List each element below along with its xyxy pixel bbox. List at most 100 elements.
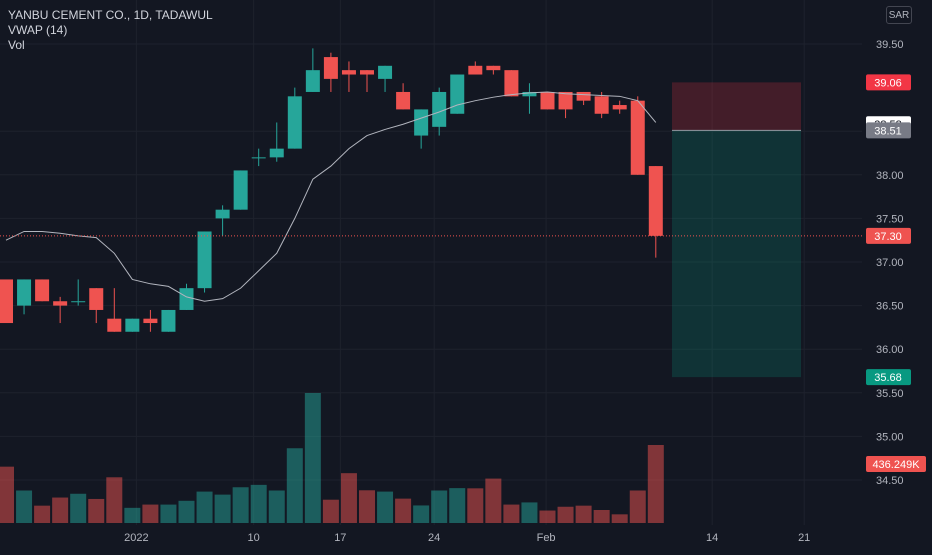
- candle-body: [432, 91, 447, 127]
- y-tick-label: 36.50: [876, 301, 904, 313]
- volume-bar: [196, 491, 213, 523]
- candle-body: [125, 318, 140, 332]
- volume-bar: [52, 497, 69, 523]
- y-tick-label: 39.50: [876, 39, 904, 51]
- volume-bar: [106, 477, 123, 523]
- volume-bar: [629, 490, 646, 523]
- x-tick-label: 21: [798, 532, 810, 544]
- candle-body: [233, 170, 248, 210]
- volume-bar: [322, 499, 339, 523]
- position-tool[interactable]: [672, 82, 801, 378]
- volume-bar: [124, 507, 141, 523]
- volume-bar: [250, 484, 267, 523]
- candle-body: [179, 288, 194, 310]
- volume-bar: [178, 500, 195, 523]
- candle-body: [341, 70, 356, 75]
- symbol-title[interactable]: YANBU CEMENT CO., 1D, TADAWUL: [8, 8, 213, 22]
- y-tick-label: 34.50: [876, 475, 904, 487]
- volume-bar: [539, 510, 556, 523]
- candle-body: [504, 70, 519, 97]
- last-price-label: 37.30: [874, 231, 902, 243]
- volume-bar: [359, 490, 375, 523]
- candle-body: [0, 279, 13, 324]
- volume-bar: [485, 478, 502, 523]
- x-tick-label: 2022: [124, 532, 148, 544]
- candle-body: [251, 157, 266, 159]
- last-price-label-bg: [866, 227, 911, 244]
- candle-body: [522, 91, 537, 97]
- candle-body: [35, 279, 50, 302]
- target-zone: [672, 130, 801, 378]
- vwap-path: [5, 91, 657, 302]
- volume-bar: [575, 505, 592, 523]
- volume-bar: [467, 488, 484, 523]
- vwap-line: [5, 91, 657, 302]
- volume-bar: [557, 506, 574, 523]
- y-tick-label: 35.00: [876, 431, 904, 443]
- volume-bars: [0, 393, 664, 523]
- stop-price-label: 39.06: [874, 77, 902, 89]
- volume-bar: [431, 490, 448, 523]
- x-tick-label: 10: [248, 532, 260, 544]
- volume-bar: [304, 393, 321, 523]
- candle-body: [17, 279, 32, 306]
- candle-body: [396, 91, 411, 110]
- x-tick-label: 14: [706, 532, 718, 544]
- candle-body: [486, 65, 501, 71]
- target-price-label: 35.68: [874, 372, 902, 384]
- candle-body: [594, 96, 609, 114]
- candle-body: [107, 318, 122, 332]
- volume-bar: [521, 502, 538, 523]
- candle-body: [360, 70, 374, 75]
- entry-price-label-bg: [866, 122, 911, 139]
- volume-value-bg: [866, 456, 926, 472]
- candle-body: [468, 65, 483, 75]
- candle-body: [53, 301, 68, 306]
- volume-value-label: 436.249K: [872, 459, 920, 471]
- candle-body: [269, 148, 284, 158]
- stop-zone: [672, 82, 801, 131]
- volume-bar: [449, 488, 466, 523]
- candle-body: [323, 57, 338, 79]
- volume-bar: [340, 473, 357, 523]
- candle-body: [648, 166, 663, 236]
- volume-bar: [0, 466, 14, 523]
- candle-body: [71, 301, 86, 303]
- candle-body: [414, 109, 429, 136]
- candle-body: [143, 318, 158, 324]
- indicator-vwap-label[interactable]: VWAP (14): [8, 23, 68, 37]
- volume-bar: [16, 490, 33, 523]
- candle-body: [576, 91, 591, 101]
- target-price-label-bg: [866, 369, 911, 386]
- volume-bar: [611, 514, 628, 523]
- x-tick-label: 17: [334, 532, 346, 544]
- x-tick-label: Feb: [537, 532, 556, 544]
- volume-bar: [70, 493, 87, 523]
- volume-bar: [413, 505, 430, 523]
- entry-price-label: 38.51: [874, 125, 902, 137]
- volume-bar: [160, 504, 177, 523]
- volume-bar: [503, 504, 520, 523]
- candle-body: [197, 231, 212, 289]
- volume-bar: [286, 448, 303, 523]
- candle-body: [378, 65, 393, 79]
- candle-body: [630, 100, 645, 175]
- volume-bar: [593, 510, 610, 523]
- volume-bar: [34, 505, 51, 523]
- stop-price-label-bg: [866, 74, 911, 91]
- volume-bar: [142, 504, 159, 523]
- indicator-volume-label[interactable]: Vol: [8, 38, 25, 52]
- volume-bar: [647, 445, 664, 523]
- candle-body: [450, 74, 465, 114]
- volume-bar: [214, 494, 231, 523]
- currency-badge[interactable]: SAR: [886, 6, 912, 24]
- chart-legend: YANBU CEMENT CO., 1D, TADAWUL VWAP (14) …: [8, 8, 213, 53]
- candle-body: [540, 91, 555, 110]
- volume-bar: [268, 490, 285, 523]
- y-tick-label: 37.00: [876, 257, 904, 269]
- volume-bar: [232, 487, 249, 523]
- y-tick-label: 37.50: [876, 213, 904, 225]
